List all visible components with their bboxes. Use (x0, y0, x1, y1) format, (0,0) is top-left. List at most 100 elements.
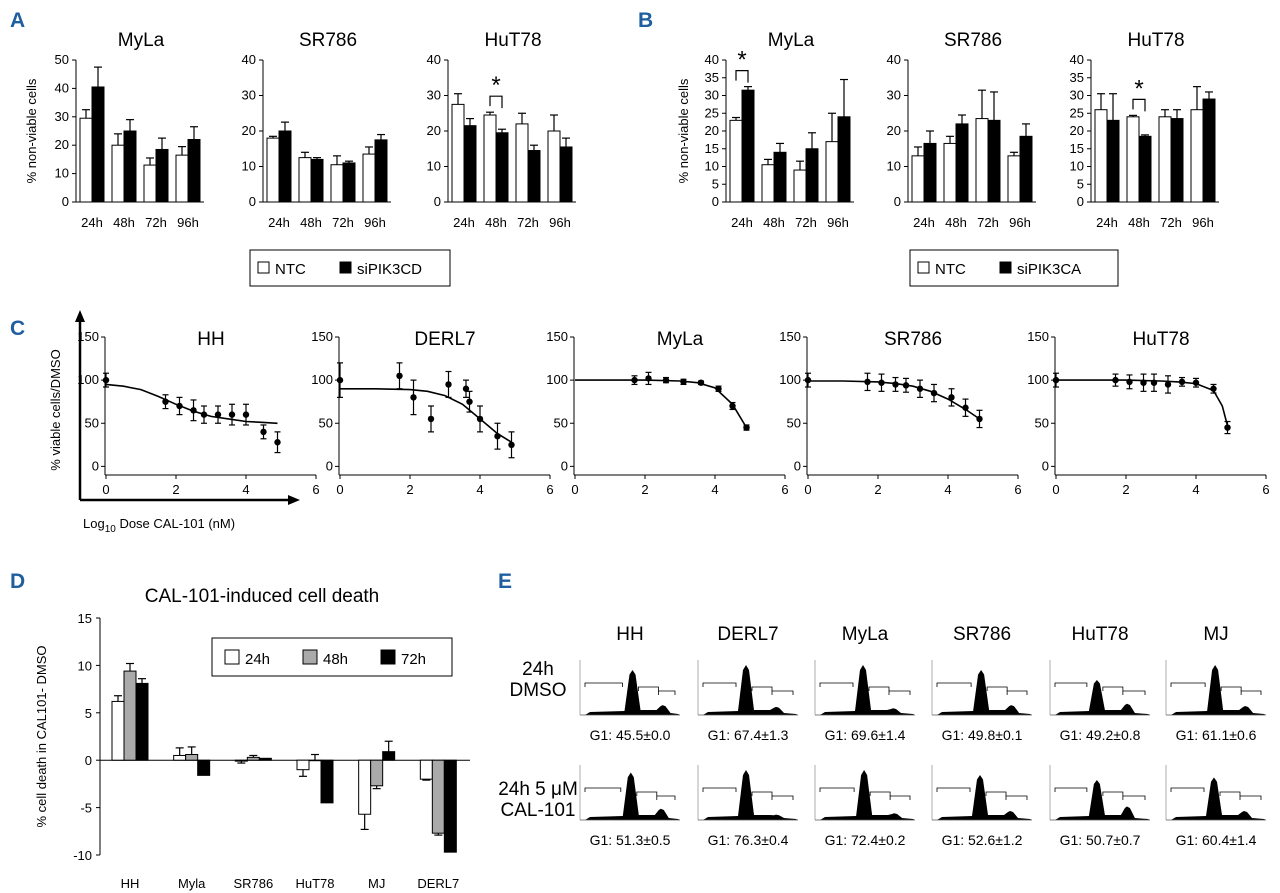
bar-ntc (1094, 109, 1108, 203)
y-axis-label: % non-viable cells (24, 78, 39, 183)
row-label-line2: CAL-101 (501, 800, 576, 821)
y-tick-label: 50 (787, 415, 801, 430)
y-tick-label: 0 (62, 194, 69, 209)
x-tick-label: HH (121, 876, 140, 891)
subg1-gate (936, 682, 972, 687)
y-axis-label: % cell death in CAL101- DMSO (34, 645, 49, 827)
y-tick-label: 0 (1042, 458, 1049, 473)
histogram-area (1055, 680, 1150, 715)
y-tick-label: 150 (77, 329, 99, 344)
bar-ntc (483, 114, 497, 203)
y-tick-label: 35 (705, 70, 719, 85)
bar-sipik3cd (187, 139, 201, 203)
g2m-gate (1006, 690, 1028, 695)
x-tick-label: 96h (549, 215, 571, 230)
subg1-gate (819, 787, 855, 792)
data-point (214, 411, 222, 418)
subplot-myla: MyLa 0 10 20 30 40 50 24h 48h 72h 96h (55, 30, 204, 230)
fit-curve (575, 379, 748, 429)
bar-48h (123, 670, 137, 761)
row-label-line1: 24h 5 μM (498, 779, 578, 800)
x-tick-label: 2 (406, 482, 413, 497)
bar-sipik3cd (310, 158, 324, 203)
histogram-hut78 (1049, 660, 1150, 716)
x-tick-label: 72h (795, 215, 817, 230)
cell-line-header: MJ (1203, 624, 1228, 645)
g1-value: G1: 45.5±0.0 (590, 727, 671, 743)
bar-sipik3ca (1019, 135, 1033, 203)
y-tick-label: 20 (887, 123, 901, 138)
g2m-gate (656, 795, 676, 800)
x-tick-label: 24h (81, 215, 103, 230)
data-point (200, 411, 208, 418)
g1-value: G1: 72.4±0.2 (825, 832, 906, 848)
x-tick-label: 48h (1128, 215, 1150, 230)
y-tick-label: 40 (242, 52, 256, 67)
fit-curve (808, 380, 980, 420)
data-point (1224, 424, 1231, 431)
y-axis-label: % non-viable cells (676, 78, 691, 183)
bar-ntc (330, 164, 344, 203)
histogram-hh (579, 660, 680, 716)
bar-sipik3cd (374, 139, 388, 203)
row-label-line1: 24h (522, 659, 554, 680)
bar-ntc (266, 137, 280, 203)
bar-ntc (1190, 109, 1204, 203)
histogram-area (585, 772, 680, 820)
y-tick-label: 50 (554, 415, 568, 430)
bar-24h (358, 759, 372, 815)
legend-swatch (224, 649, 240, 665)
row-label-line2: DMSO (510, 680, 567, 701)
s-gate (1102, 791, 1124, 796)
data-point (102, 376, 110, 384)
panel-c: % viable cells/DMSO Log10 Dose CAL-101 (n… (48, 310, 1270, 535)
data-point (631, 376, 638, 384)
bar-sipik3cd (463, 125, 477, 203)
bar-sipik3cd (527, 150, 541, 203)
g1-value: G1: 69.6±1.4 (825, 727, 906, 743)
significance-bracket (735, 70, 749, 83)
cell-line-header: DERL7 (717, 624, 778, 645)
bar-72h (135, 682, 149, 761)
legend-swatch (257, 261, 270, 274)
y-tick-label: 20 (705, 123, 719, 138)
legend-swatch (380, 649, 396, 665)
y-tick-label: 50 (55, 52, 69, 67)
panel-label-a: A (10, 9, 25, 32)
histogram-area (1055, 780, 1150, 820)
y-tick-label: 10 (78, 658, 92, 673)
bar-sipik3ca (1138, 135, 1152, 203)
subplot-title: MyLa (768, 30, 815, 51)
bar-ntc (111, 144, 125, 203)
cell-line-header: MyLa (842, 624, 889, 645)
bar-sipik3ca (1202, 98, 1216, 203)
subg1-gate (1170, 682, 1206, 687)
y-tick-label: 20 (1070, 123, 1084, 138)
y-tick-label: 40 (427, 52, 441, 67)
g2m-gate (1239, 795, 1262, 800)
s-gate (636, 791, 658, 796)
subplot-hut78: HuT78 0 50 100 150 0 2 4 6 (1027, 329, 1269, 497)
data-point (508, 441, 515, 449)
y-tick-label: 30 (1070, 88, 1084, 103)
data-point (228, 411, 236, 418)
x-tick-label: 96h (364, 215, 386, 230)
x-tick-label: 0 (571, 482, 578, 497)
y-tick-label: 20 (55, 137, 69, 152)
legend-label: NTC (275, 261, 306, 278)
data-point (1164, 381, 1172, 388)
subg1-gate (819, 682, 854, 687)
fit-curve (340, 388, 512, 443)
subplot-hut78: HuT78 0 5 10 15 20 25 30 35 40 24h 48h 72h 96h * (1070, 30, 1219, 230)
histogram-area (820, 770, 915, 820)
legend-label: NTC (935, 261, 966, 278)
g1-value: G1: 52.6±1.2 (942, 832, 1023, 848)
y-tick-label: 50 (1035, 415, 1049, 430)
g2m-gate (658, 690, 676, 695)
subg1-gate (584, 787, 622, 792)
significance-bracket (489, 95, 503, 109)
bar-sipik3ca (955, 123, 969, 203)
bar-24h (296, 759, 310, 771)
bar-ntc (143, 164, 157, 203)
x-tick-label: 2 (1122, 482, 1129, 497)
